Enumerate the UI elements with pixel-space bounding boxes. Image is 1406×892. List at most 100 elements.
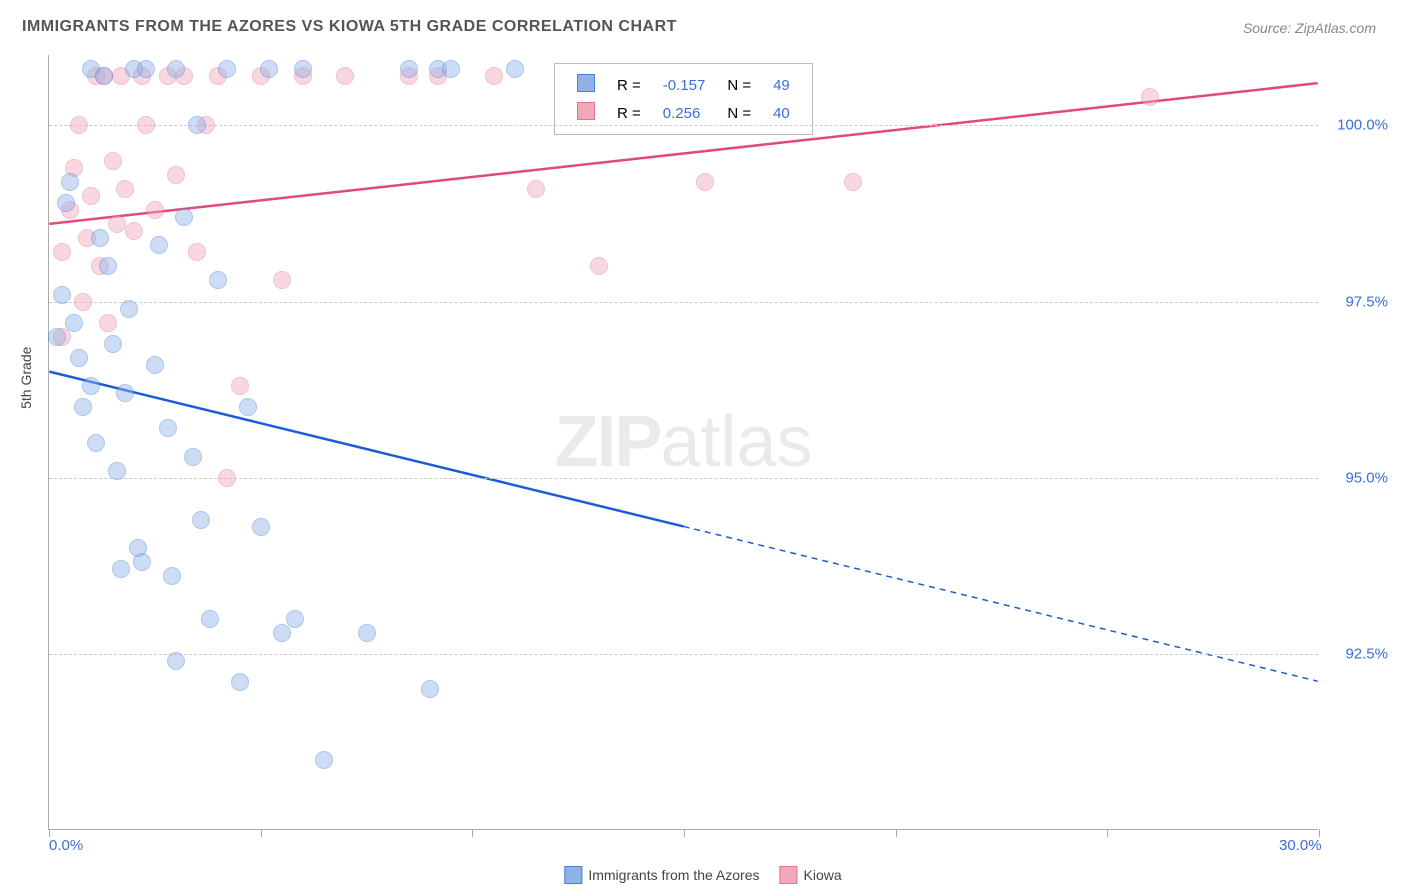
x-tick	[1319, 829, 1320, 837]
scatter-point-a	[91, 229, 109, 247]
scatter-point-a	[239, 398, 257, 416]
scatter-point-a	[159, 419, 177, 437]
scatter-point-b	[74, 293, 92, 311]
swatch-b-bottom	[780, 866, 798, 884]
scatter-point-a	[358, 624, 376, 642]
scatter-point-a	[201, 610, 219, 628]
scatter-point-b	[82, 187, 100, 205]
grid-line	[49, 125, 1318, 126]
scatter-point-b	[336, 67, 354, 85]
x-tick	[261, 829, 262, 837]
legend-bottom: Immigrants from the Azores Kiowa	[564, 866, 841, 884]
watermark-light: atlas	[660, 402, 812, 482]
r-value-b: 0.256	[653, 100, 716, 126]
trend-lines-svg	[49, 55, 1318, 829]
scatter-point-a	[218, 60, 236, 78]
scatter-point-b	[99, 314, 117, 332]
scatter-point-a	[48, 328, 66, 346]
y-axis-title: 5th Grade	[18, 347, 34, 409]
n-label: N =	[717, 100, 761, 126]
scatter-point-a	[70, 349, 88, 367]
x-tick	[49, 829, 50, 837]
scatter-point-a	[231, 673, 249, 691]
grid-line	[49, 654, 1318, 655]
scatter-point-a	[104, 335, 122, 353]
x-tick	[1107, 829, 1108, 837]
scatter-point-a	[65, 314, 83, 332]
scatter-point-a	[315, 751, 333, 769]
scatter-point-b	[53, 243, 71, 261]
y-tick-label: 95.0%	[1345, 469, 1388, 486]
scatter-point-a	[294, 60, 312, 78]
scatter-point-b	[137, 116, 155, 134]
scatter-point-b	[485, 67, 503, 85]
scatter-point-a	[286, 610, 304, 628]
n-value-b: 40	[763, 100, 800, 126]
scatter-point-a	[137, 60, 155, 78]
scatter-point-a	[175, 208, 193, 226]
scatter-point-a	[184, 448, 202, 466]
scatter-point-a	[95, 67, 113, 85]
scatter-point-b	[590, 257, 608, 275]
n-label: N =	[717, 72, 761, 98]
scatter-point-a	[400, 60, 418, 78]
legend-item-a: Immigrants from the Azores	[564, 866, 759, 884]
scatter-point-a	[120, 300, 138, 318]
scatter-point-a	[87, 434, 105, 452]
scatter-point-b	[104, 152, 122, 170]
scatter-point-a	[82, 377, 100, 395]
scatter-point-a	[167, 60, 185, 78]
scatter-point-b	[146, 201, 164, 219]
scatter-point-a	[163, 567, 181, 585]
scatter-point-a	[252, 518, 270, 536]
x-tick	[896, 829, 897, 837]
x-tick	[472, 829, 473, 837]
scatter-point-a	[112, 560, 130, 578]
scatter-point-a	[99, 257, 117, 275]
y-tick-label: 92.5%	[1345, 645, 1388, 662]
scatter-point-a	[421, 680, 439, 698]
scatter-point-a	[506, 60, 524, 78]
chart-plot-area: ZIPatlas R = -0.157 N = 49 R = 0.256 N =…	[48, 55, 1318, 830]
swatch-a-bottom	[564, 866, 582, 884]
scatter-point-b	[231, 377, 249, 395]
scatter-point-a	[74, 398, 92, 416]
scatter-point-a	[273, 624, 291, 642]
scatter-point-a	[150, 236, 168, 254]
chart-title: IMMIGRANTS FROM THE AZORES VS KIOWA 5TH …	[22, 18, 677, 36]
swatch-b	[577, 102, 595, 120]
scatter-point-b	[116, 180, 134, 198]
swatch-a	[577, 74, 595, 92]
scatter-point-a	[442, 60, 460, 78]
scatter-point-a	[188, 116, 206, 134]
r-label: R =	[607, 72, 651, 98]
scatter-point-a	[133, 553, 151, 571]
scatter-point-a	[108, 462, 126, 480]
scatter-point-b	[125, 222, 143, 240]
scatter-point-a	[260, 60, 278, 78]
scatter-point-b	[70, 116, 88, 134]
source-label: Source: ZipAtlas.com	[1243, 20, 1376, 36]
watermark-bold: ZIP	[554, 402, 660, 482]
scatter-point-a	[192, 511, 210, 529]
x-tick-label: 30.0%	[1279, 837, 1322, 854]
scatter-point-a	[167, 652, 185, 670]
legend-row-b: R = 0.256 N = 40	[567, 100, 800, 126]
correlation-legend-box: R = -0.157 N = 49 R = 0.256 N = 40	[554, 63, 813, 135]
scatter-point-a	[146, 356, 164, 374]
scatter-point-a	[116, 384, 134, 402]
scatter-point-b	[218, 469, 236, 487]
scatter-point-a	[209, 271, 227, 289]
legend-label-b: Kiowa	[804, 867, 842, 883]
scatter-point-b	[696, 173, 714, 191]
legend-label-a: Immigrants from the Azores	[588, 867, 759, 883]
scatter-point-b	[1141, 88, 1159, 106]
n-value-a: 49	[763, 72, 800, 98]
scatter-point-b	[273, 271, 291, 289]
y-tick-label: 97.5%	[1345, 293, 1388, 310]
scatter-point-a	[53, 286, 71, 304]
scatter-point-b	[108, 215, 126, 233]
x-tick	[684, 829, 685, 837]
scatter-point-b	[188, 243, 206, 261]
watermark: ZIPatlas	[554, 401, 812, 483]
